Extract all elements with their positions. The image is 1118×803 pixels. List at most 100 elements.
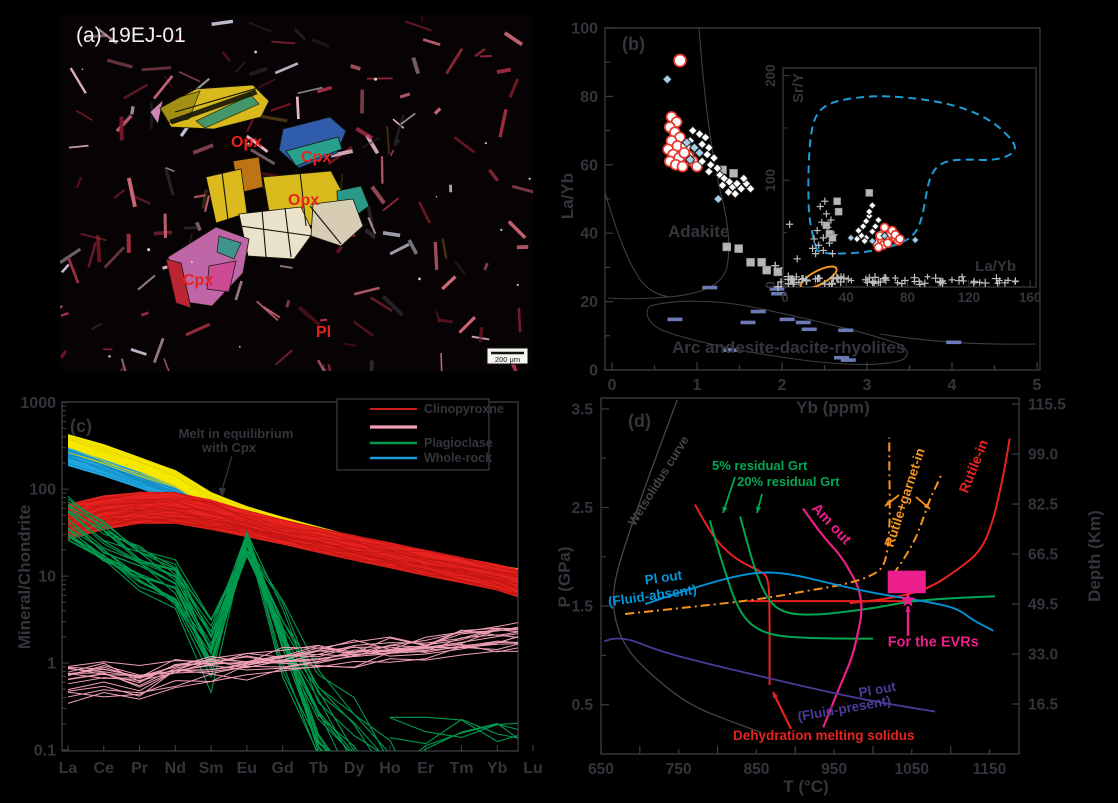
matrix-lath [150, 101, 153, 130]
matrix-lath [248, 21, 273, 33]
matrix-lath [152, 75, 174, 100]
curve-label-pl-out-fluid-present: (Fluid-present) [796, 693, 892, 724]
matrix-lath [380, 156, 384, 184]
panel-d-y2-tick: 99.0 [1028, 447, 1058, 464]
matrix-lath [271, 40, 296, 45]
matrix-lath [258, 78, 276, 89]
annotation-melt-line2: with Cpx [201, 440, 257, 455]
matrix-lath [123, 83, 149, 100]
curve-label-pl-out-fluid-present: Pl out [857, 679, 897, 700]
matrix-lath [193, 194, 206, 199]
annotation-melt-line1: Melt in equilibrium [179, 426, 294, 441]
bright-speck [247, 142, 250, 145]
matrix-lath [343, 342, 357, 347]
curve-pl-out-fluid-absent [644, 571, 994, 632]
legend-label-clinopyroxene: Clinopyroxne [424, 402, 504, 416]
panel-d-curves [603, 399, 1011, 733]
matrix-lath [382, 230, 401, 238]
mineral-label-pl: Pl [316, 324, 331, 341]
matrix-lath [126, 233, 131, 253]
matrix-lath [106, 58, 133, 69]
matrix-lath [130, 106, 135, 115]
scale-bar: 200 μm [486, 347, 529, 365]
matrix-lath [178, 70, 201, 83]
inset-x-tick: 160 [1019, 290, 1042, 305]
panel-b-y-axis-title: La/Yb [558, 173, 577, 219]
matrix-lath [279, 265, 293, 269]
mineral-label-opx-2: Opx [288, 192, 319, 209]
matrix-lath [194, 77, 210, 91]
panel-b-y-tick: 80 [580, 89, 598, 106]
inset-y-axis-title: Sr/Y [790, 73, 807, 103]
bright-speck [147, 248, 151, 252]
panel-b-scatter-plot: 0 20 40 60 80 100 0 1 2 3 4 5 0 100 200 0 40 80 120 160 [571, 21, 1041, 395]
matrix-lath [319, 318, 328, 322]
panel-c-series [67, 434, 518, 751]
matrix-lath [91, 322, 103, 331]
curve-label-dehydration-melting-solidus: Dehydration melting solidus [733, 728, 915, 743]
matrix-lath [60, 312, 69, 317]
panel-d-x-tick: 1150 [973, 761, 1007, 778]
panel-a-title: (a) 19EJ-01 [76, 24, 186, 47]
curve-pl-out-fluid-present [603, 637, 936, 713]
mineral-label-cpx-1: Cpx [301, 149, 331, 166]
evr-label: For the EVRs [888, 634, 979, 650]
matrix-lath [478, 326, 484, 343]
matrix-lath [433, 241, 439, 270]
curve-rutile-garnet-in-a [624, 437, 891, 615]
matrix-lath [119, 116, 124, 141]
curve-am-out [802, 507, 863, 728]
panel-b-x-tick: 0 [608, 377, 617, 394]
matrix-lath [60, 304, 64, 314]
panel-c-x-tick: Ce [94, 760, 115, 777]
panel-b-x-tick: 3 [863, 377, 872, 394]
legend-label-plagioclase: Plagioclase [424, 436, 493, 450]
matrix-lath [421, 15, 424, 23]
panel-b-x-tick: 4 [948, 377, 957, 394]
inset-x-tick: 40 [839, 290, 854, 305]
matrix-lath [260, 114, 288, 123]
matrix-lath [316, 85, 333, 94]
panel-d-y-tick: 2.5 [571, 500, 593, 517]
matrix-lath [361, 136, 381, 149]
matrix-lath [120, 358, 130, 371]
matrix-lath [449, 184, 453, 193]
bright-speck [528, 177, 531, 180]
panel-c-x-tick: Nd [165, 760, 186, 777]
panel-c-ree-diagram: 0.1 1 10 100 1000 La Ce Pr Nd Sm Eu Gd Tb Dy Ho Er Tm Yb L… [20, 395, 542, 777]
matrix-lath [137, 274, 156, 291]
panel-d-y2-tick: 115.5 [1028, 397, 1066, 414]
matrix-lath [404, 20, 432, 32]
matrix-lath [516, 244, 529, 250]
curve-grt-5 [708, 520, 873, 640]
annotation-melt-arrow [218, 455, 233, 497]
matrix-lath [382, 197, 400, 212]
bright-speck [190, 261, 193, 264]
matrix-lath [418, 201, 431, 224]
matrix-lath [350, 64, 361, 71]
matrix-lath [153, 230, 173, 236]
bright-speck [254, 50, 258, 54]
inset-frame [782, 67, 1037, 288]
matrix-lath [474, 47, 486, 58]
matrix-lath [441, 275, 457, 291]
bright-speck [435, 196, 438, 198]
panel-d-x-axis-title: T (°C) [783, 777, 829, 796]
panel-d-x-tick: 1050 [895, 761, 929, 778]
matrix-lath [381, 295, 404, 317]
matrix-lath [75, 109, 93, 121]
curve-label-rutile-in: Rutile-in [955, 437, 991, 495]
matrix-lath [507, 220, 527, 240]
curve-rutile-garnet-in-b [892, 472, 944, 576]
matrix-lath [335, 245, 343, 254]
matrix-lath [245, 134, 269, 153]
matrix-lath [511, 362, 523, 371]
panel-d-y2-axis-title: Depth (Km) [1085, 510, 1104, 602]
inset-y-tick: 200 [763, 64, 778, 87]
crystal [216, 235, 242, 260]
crystal [206, 260, 237, 293]
matrix-lath [87, 242, 97, 268]
panel-b-y-tick: 60 [580, 157, 598, 174]
legend-label-whole-rock: Whole-rock [424, 451, 492, 465]
matrix-lath [297, 86, 323, 95]
